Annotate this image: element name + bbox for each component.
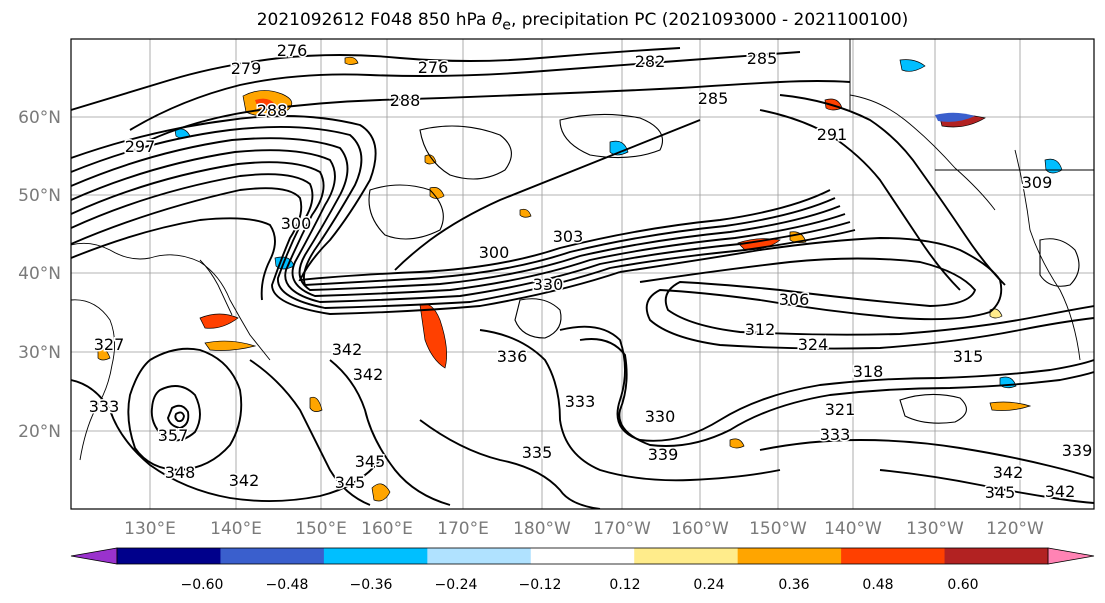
contour-label: 333: [565, 392, 596, 411]
lat-label-50n: 50°N: [18, 186, 61, 206]
latitude-labels: 60°N 50°N 40°N 30°N 20°N: [18, 108, 61, 442]
colorbar-frame: [116, 547, 1049, 565]
lon-label-160e: 160°E: [361, 519, 413, 539]
contour-label: 330: [533, 275, 564, 294]
contour-label: 285: [747, 49, 778, 68]
contour-label: 330: [645, 407, 676, 426]
colorbar-bin: [737, 548, 842, 564]
lat-label-40n: 40°N: [18, 264, 61, 284]
lat-label-60n: 60°N: [18, 108, 61, 128]
colorbar-tick-label: 0.36: [778, 577, 809, 593]
colorbar-bin: [944, 548, 1049, 564]
colorbar: −0.60 −0.48 −0.36 −0.24 −0.12 0.12 0.24 …: [70, 547, 1095, 593]
lon-label-150e: 150°E: [295, 519, 347, 539]
thin-contours: [368, 113, 1080, 424]
colorbar-bin: [117, 548, 221, 564]
contour-label-layer: 279 276 276 282 285 285 288 288 291 297 300 300 303 3…: [87, 40, 1094, 504]
contour-label: 285: [698, 89, 729, 108]
contour-label: 345: [335, 473, 366, 492]
contour-label: 345: [355, 452, 386, 471]
contour-label: 345: [985, 483, 1016, 502]
lon-label-180w: 180°W: [513, 519, 571, 539]
colorbar-bin: [220, 548, 325, 564]
longitude-labels: 130°E 140°E 150°E 160°E 170°E 180°W 170°…: [124, 519, 1044, 539]
lon-label-130w: 130°W: [906, 519, 964, 539]
contour-label: 282: [635, 52, 666, 71]
contour-label: 312: [745, 320, 776, 339]
map-content: 279 276 276 282 285 285 288 288 291 297 300 300 303 3…: [71, 39, 1094, 509]
map-frame: [70, 38, 1095, 510]
lon-label-140e: 140°E: [210, 519, 262, 539]
contour-label: 342: [229, 471, 260, 490]
map-title: 2021092612 F048 850 hPa θe, precipitatio…: [256, 10, 909, 34]
contour-label: 336: [497, 347, 528, 366]
colorbar-tick-label: −0.48: [266, 577, 309, 593]
colorbar-min-extend: [70, 547, 118, 565]
contour-label: 342: [332, 340, 363, 359]
contour-label: 342: [353, 365, 384, 384]
contour-label: 333: [820, 425, 851, 444]
lon-label-120w: 120°W: [986, 519, 1044, 539]
colorbar-bin: [634, 548, 739, 564]
colorbar-tick-label: 0.60: [947, 577, 978, 593]
contour-label: 318: [853, 362, 884, 381]
contour-label: 300: [281, 214, 312, 233]
contour-label: 288: [390, 91, 421, 110]
contour-label: 288: [257, 101, 288, 120]
lon-label-130e: 130°E: [124, 519, 176, 539]
contour-label: 321: [825, 400, 856, 419]
contour-label: 276: [277, 41, 308, 60]
lat-label-30n: 30°N: [18, 343, 61, 363]
lon-label-150w: 150°W: [749, 519, 807, 539]
contour-label: 335: [522, 443, 553, 462]
contour-label: 327: [94, 335, 125, 354]
colorbar-bin: [841, 548, 946, 564]
lon-label-170w: 170°W: [593, 519, 651, 539]
contour-label: 339: [1062, 441, 1093, 460]
contour-label: 348: [165, 463, 196, 482]
contour-label: 291: [817, 125, 848, 144]
contour-label: 309: [1022, 173, 1053, 192]
colorbar-tick-label: −0.12: [519, 577, 562, 593]
contour-label: 300: [479, 243, 510, 262]
colorbar-tick-label: −0.24: [435, 577, 478, 593]
contour-label: 315: [953, 347, 984, 366]
contour-label: 324: [798, 335, 829, 354]
colorbar-bin: [530, 548, 635, 564]
contour-label: 342: [993, 463, 1024, 482]
lon-label-170e: 170°E: [437, 519, 489, 539]
colorbar-tick-label: −0.60: [181, 577, 224, 593]
contour-label: 303: [553, 227, 584, 246]
contour-label: 357: [158, 426, 189, 445]
colorbar-bin: [427, 548, 532, 564]
contour-label: 306: [779, 290, 810, 309]
colorbar-tick-label: 0.12: [609, 577, 640, 593]
colorbar-bin: [323, 548, 428, 564]
colorbar-tick-label: 0.48: [862, 577, 893, 593]
contour-label: 276: [418, 58, 449, 77]
colorbar-tick-label: −0.36: [350, 577, 393, 593]
contour-label: 339: [648, 445, 679, 464]
lon-label-160w: 160°W: [671, 519, 729, 539]
contour-label: 279: [231, 59, 262, 78]
colorbar-tick-label: 0.24: [693, 577, 724, 593]
lon-label-140w: 140°W: [824, 519, 882, 539]
colorbar-max-extend: [1047, 547, 1095, 565]
map-area: [71, 39, 1094, 509]
precipitation-shading: [97, 56, 1063, 502]
contour-label: 342: [1045, 482, 1076, 501]
contour-label: 297: [125, 137, 156, 156]
lat-label-20n: 20°N: [18, 422, 61, 442]
theta-e-contours: [71, 47, 1094, 509]
contour-label: 333: [89, 397, 120, 416]
